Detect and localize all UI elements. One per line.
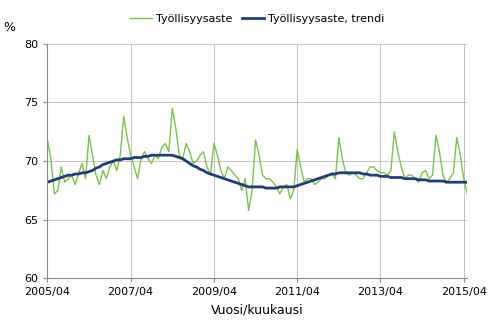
Työllisyysaste, trendi: [142, 154, 148, 158]
Y-axis label: %: %: [3, 21, 16, 34]
Työllisyysaste, trendi: [457, 180, 463, 184]
Työllisyysaste, trendi: [44, 180, 50, 184]
Työllisyysaste, trendi: [440, 179, 446, 183]
Line: Työllisyysaste: Työllisyysaste: [47, 108, 467, 210]
Työllisyysaste, trendi: [263, 186, 269, 190]
Työllisyysaste: [457, 153, 463, 157]
Työllisyysaste, trendi: [281, 185, 287, 189]
X-axis label: Vuosi/kuukausi: Vuosi/kuukausi: [211, 303, 304, 316]
Työllisyysaste: [464, 192, 470, 196]
Työllisyysaste: [246, 208, 251, 212]
Työllisyysaste: [169, 106, 175, 110]
Työllisyysaste: [142, 150, 148, 154]
Legend: Työllisyysaste, Työllisyysaste, trendi: Työllisyysaste, Työllisyysaste, trendi: [125, 9, 389, 28]
Työllisyysaste: [183, 141, 189, 145]
Työllisyysaste, trendi: [149, 153, 155, 157]
Työllisyysaste: [281, 185, 287, 189]
Line: Työllisyysaste, trendi: Työllisyysaste, trendi: [47, 155, 467, 188]
Työllisyysaste, trendi: [319, 176, 325, 180]
Työllisyysaste: [319, 177, 325, 181]
Työllisyysaste, trendi: [464, 180, 470, 184]
Työllisyysaste: [44, 138, 50, 142]
Työllisyysaste: [440, 173, 446, 177]
Työllisyysaste, trendi: [183, 159, 189, 163]
